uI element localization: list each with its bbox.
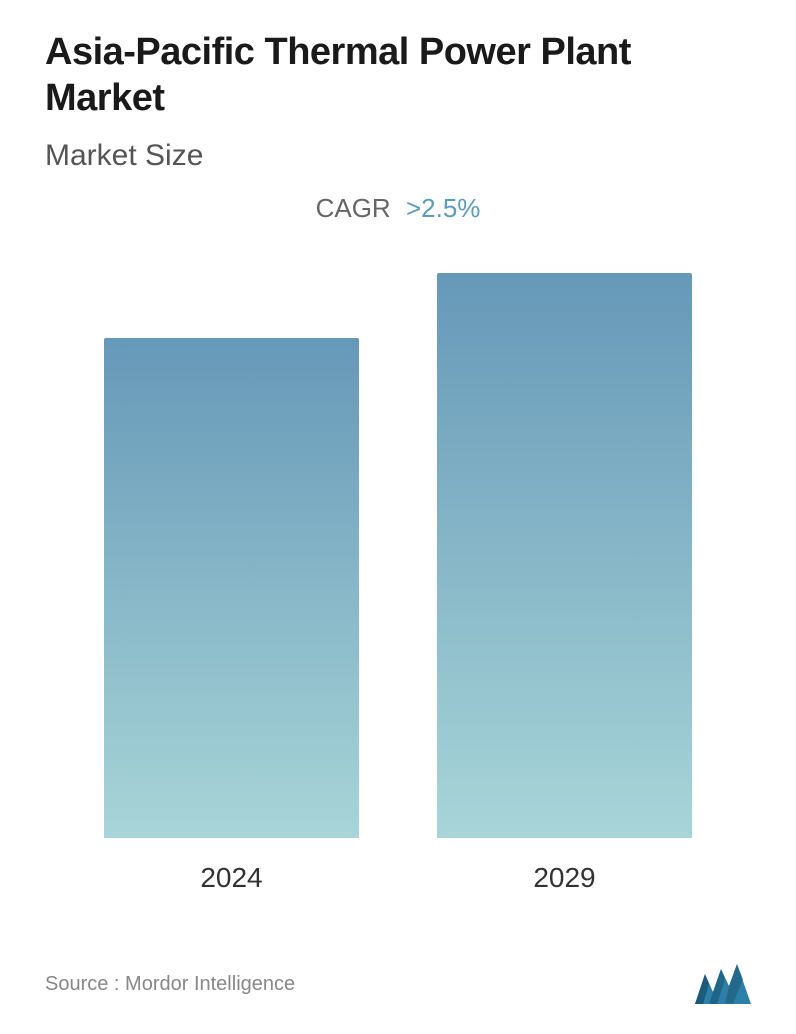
bar-chart: 2024 2029 (45, 274, 751, 894)
page-subtitle: Market Size (45, 139, 751, 173)
bar-2024 (104, 338, 359, 838)
bar-label-2029: 2029 (533, 862, 595, 894)
cagr-row: CAGR >2.5% (45, 193, 751, 224)
bar-2029 (437, 273, 692, 838)
footer: Source : Mordor Intelligence (45, 964, 751, 1004)
cagr-value: >2.5% (406, 193, 480, 223)
bar-group-2024: 2024 (102, 338, 362, 894)
brand-logo-icon (695, 964, 751, 1004)
page-title: Asia-Pacific Thermal Power Plant Market (45, 30, 751, 121)
source-text: Source : Mordor Intelligence (45, 973, 295, 996)
cagr-label: CAGR (316, 193, 391, 223)
bar-label-2024: 2024 (200, 862, 262, 894)
bar-group-2029: 2029 (435, 273, 695, 894)
